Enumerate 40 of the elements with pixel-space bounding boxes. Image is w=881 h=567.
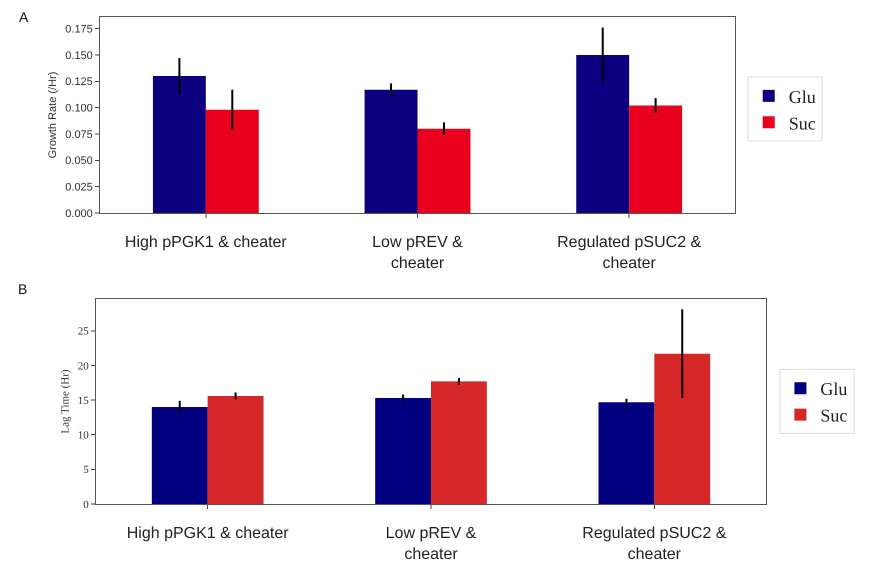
y-tick-label: 0.125: [65, 76, 93, 88]
bar: [208, 396, 264, 504]
bar: [576, 54, 630, 213]
y-tick-label: 20: [78, 360, 90, 372]
y-tick-label: 15: [78, 394, 90, 407]
bar: [152, 407, 208, 504]
x-tick-label: Low pREV & cheater: [386, 525, 477, 563]
y-tick-label: 0.150: [65, 50, 93, 62]
x-tick-label: High pPGK1 & cheater: [126, 525, 290, 542]
bar: [364, 90, 418, 213]
bar: [431, 381, 487, 504]
y-tick-label: 25: [78, 326, 90, 338]
y-axis-title: Growth Rate (/Hr): [46, 72, 59, 158]
y-tick-label: 0: [83, 498, 90, 511]
y-tick-label: 0.075: [65, 128, 93, 141]
bar: [206, 110, 259, 213]
y-tick-label: 5: [83, 464, 90, 476]
x-tick-label: Regulated pSUC2 & cheater: [557, 234, 702, 272]
legend-label: Suc: [820, 406, 848, 426]
bar: [418, 128, 470, 213]
legend-label: Glu: [788, 86, 816, 107]
chart-title: B: [18, 281, 28, 297]
legend-label: Glu: [820, 379, 848, 400]
x-tick-label: High pPGK1 & cheater: [124, 234, 288, 252]
y-axis-title: Lag Time (Hr): [59, 369, 72, 434]
bar: [152, 76, 206, 213]
bar: [598, 402, 654, 504]
chart-title: A: [19, 9, 29, 25]
legend-label: Suc: [788, 113, 816, 134]
y-tick-label: 0.175: [65, 23, 93, 36]
x-tick-label: Low pREV & cheater: [372, 234, 464, 272]
bar: [629, 106, 682, 213]
y-tick-label: 0.000: [65, 208, 93, 220]
x-tick-label: Regulated pSUC2 & cheater: [582, 525, 727, 563]
y-tick-label: 0.025: [65, 182, 93, 194]
y-tick-label: 0.100: [65, 102, 93, 114]
y-tick-label: 10: [78, 430, 90, 442]
bar: [654, 354, 710, 504]
bar: [375, 398, 431, 504]
y-tick-label: 0.050: [65, 155, 93, 168]
